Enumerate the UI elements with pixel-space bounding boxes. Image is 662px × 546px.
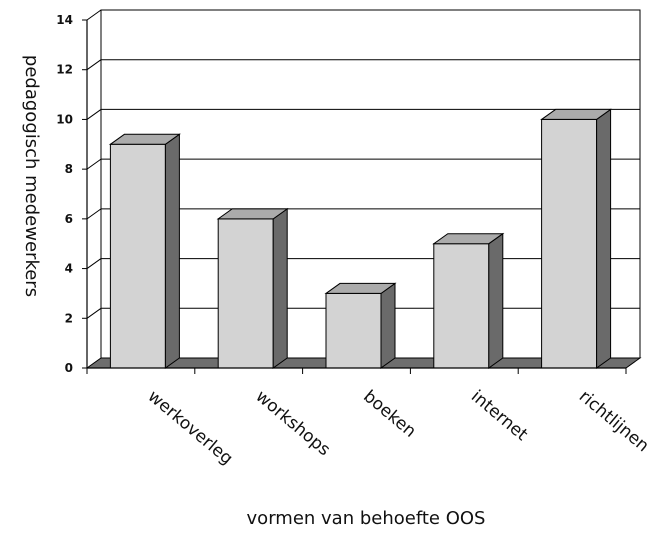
gridline-diagonal <box>86 9 102 21</box>
y-tick-label: 14 <box>56 13 73 27</box>
y-tick-label: 8 <box>65 162 73 176</box>
bar-top <box>432 233 505 245</box>
gridline-diagonal <box>86 208 102 220</box>
bar-boeken <box>324 282 397 369</box>
bar-top <box>324 282 397 294</box>
x-category-label: werkoverleg <box>144 387 237 469</box>
y-tick-label: 10 <box>56 112 73 126</box>
gridline-diagonal <box>86 307 102 319</box>
y-axis-title: pedagogisch medewerkers <box>21 55 42 297</box>
y-tick-label: 12 <box>56 63 73 77</box>
gridline-diagonal <box>86 59 102 71</box>
bar-side <box>272 207 288 369</box>
bar-top <box>108 133 181 145</box>
bar-side <box>380 282 396 369</box>
x-category-label: workshops <box>251 387 334 461</box>
y-tick-label: 2 <box>65 311 73 325</box>
bar-richtlijnen <box>540 108 613 369</box>
gridline-diagonal <box>86 158 102 170</box>
y-tick-label: 4 <box>65 262 73 276</box>
bar-werkoverleg <box>108 133 181 369</box>
x-category-label: richtlijnen <box>575 387 653 457</box>
gridline-diagonal <box>86 258 102 269</box>
bar-side <box>488 232 504 369</box>
x-category-label: internet <box>467 387 532 446</box>
gridline-diagonal <box>86 109 102 120</box>
bars <box>108 108 613 369</box>
x-category-labels: werkoverleg workshops boeken internet richtl… <box>144 387 653 469</box>
y-tick-label: 6 <box>65 212 73 226</box>
bar-side <box>164 133 180 369</box>
y-tick-labels: 0 2 4 6 8 10 12 14 <box>56 13 73 375</box>
axes <box>82 19 627 374</box>
bar-front <box>109 143 166 369</box>
y-tick-label: 0 <box>65 361 73 375</box>
bar-internet <box>432 232 505 369</box>
bar-front <box>541 118 598 369</box>
x-category-label: boeken <box>359 387 419 442</box>
bar-top <box>540 108 613 120</box>
bar-workshops <box>216 207 289 369</box>
bar-side <box>596 108 612 369</box>
x-axis-title: vormen van behoefte OOS <box>247 508 486 529</box>
bar-front <box>217 218 274 369</box>
bar-top <box>216 208 289 220</box>
bar-front <box>325 292 382 369</box>
bar-front <box>433 243 490 369</box>
